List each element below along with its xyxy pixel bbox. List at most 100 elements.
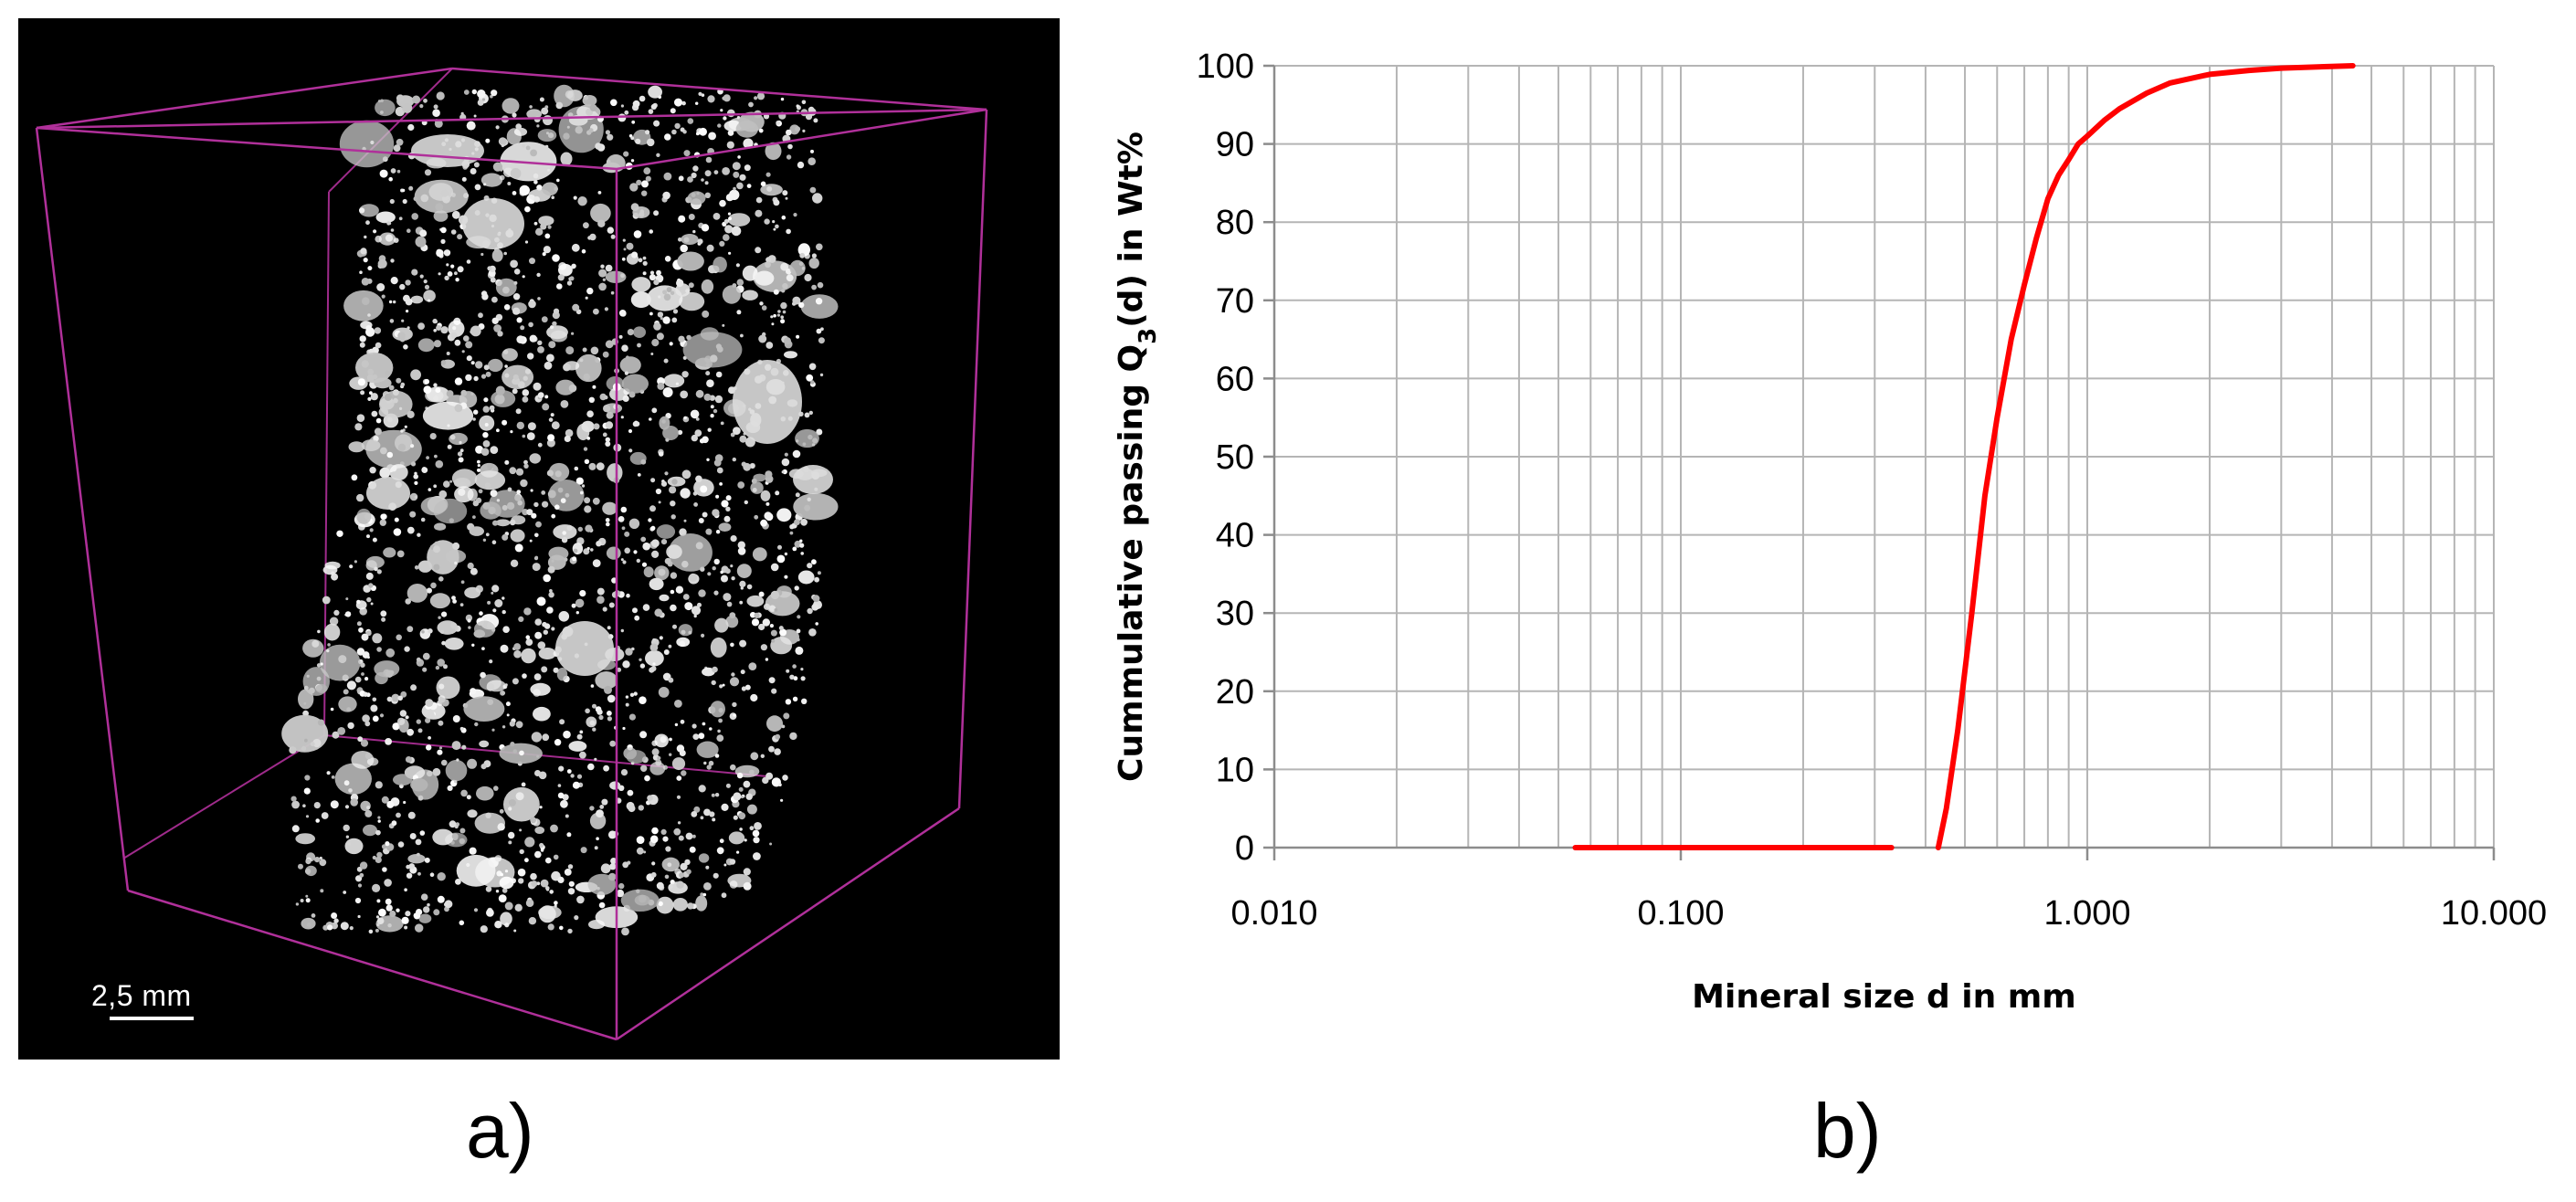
rock-speck <box>470 392 474 395</box>
rock-speck <box>359 861 368 870</box>
rock-speck <box>749 769 755 775</box>
rock-speck <box>638 805 644 811</box>
rock-speck <box>784 552 788 556</box>
rock-speck <box>705 371 711 376</box>
rock-speck <box>768 677 776 684</box>
rock-speck <box>491 317 499 324</box>
rock-speck <box>545 886 550 891</box>
rock-speck <box>690 409 700 419</box>
rock-speck <box>546 353 554 363</box>
box-edge <box>957 109 988 809</box>
rock-speck <box>400 429 404 433</box>
rock-speck <box>733 815 738 820</box>
rock-speck <box>623 151 629 157</box>
rock-speck <box>550 325 554 330</box>
rock-speck <box>650 103 657 110</box>
rock-speck <box>487 266 492 271</box>
rock-speck <box>440 189 449 197</box>
rock-speck <box>657 755 661 761</box>
rock-grain <box>374 660 400 678</box>
rock-speck <box>380 447 387 455</box>
rock-speck <box>719 838 724 844</box>
box-edge <box>127 889 618 1041</box>
rock-speck <box>362 651 370 659</box>
rock-speck <box>674 722 679 727</box>
rock-speck <box>729 677 740 687</box>
rock-speck <box>556 178 560 183</box>
rock-speck <box>435 459 444 469</box>
rock-grain <box>808 258 819 269</box>
rock-speck <box>560 498 566 503</box>
box-edge <box>36 126 618 171</box>
rock-speck <box>487 600 491 605</box>
rock-speck <box>410 461 417 467</box>
rock-speck <box>327 924 333 931</box>
rock-grain <box>319 644 361 681</box>
rock-grain <box>428 183 454 201</box>
rock-speck <box>664 133 671 141</box>
rock-speck <box>521 782 526 787</box>
rock-speck <box>554 504 560 510</box>
rock-speck <box>713 872 719 879</box>
rock-speck <box>666 287 672 292</box>
y-tick-label: 80 <box>1216 204 1254 242</box>
rock-speck <box>523 463 529 469</box>
rock-speck <box>435 541 438 544</box>
rock-speck <box>534 618 542 626</box>
rock-speck <box>629 183 639 192</box>
rock-speck <box>819 373 824 377</box>
rock-speck <box>421 629 425 634</box>
rock-speck <box>589 233 596 241</box>
rock-speck <box>708 132 716 141</box>
rock-speck <box>727 109 735 118</box>
rock-speck <box>810 380 815 385</box>
rock-speck <box>653 279 660 286</box>
rock-speck <box>670 589 675 595</box>
rock-grain <box>469 689 485 699</box>
rock-speck <box>470 567 478 575</box>
rock-speck <box>443 480 450 488</box>
rock-speck <box>771 688 777 694</box>
rock-speck <box>689 573 698 582</box>
rock-speck <box>721 892 727 899</box>
rock-speck <box>627 329 635 336</box>
rock-speck <box>589 720 596 726</box>
rock-grain <box>417 560 432 573</box>
rock-speck <box>487 463 494 470</box>
rock-speck <box>562 531 566 535</box>
rock-speck <box>375 856 382 864</box>
rock-speck <box>789 674 795 680</box>
rock-speck <box>618 334 623 339</box>
rock-speck <box>802 129 806 132</box>
rock-grain <box>568 741 587 752</box>
rock-speck <box>466 121 476 131</box>
rock-grain <box>663 374 685 388</box>
chart-grid <box>1273 65 2495 849</box>
rock-speck <box>321 812 329 819</box>
rock-speck <box>723 863 727 867</box>
rock-speck <box>359 335 366 343</box>
rock-speck <box>450 622 458 629</box>
rock-speck <box>554 901 558 905</box>
rock-speck <box>800 552 804 555</box>
rock-speck <box>291 800 300 809</box>
rock-speck <box>543 629 548 635</box>
rock-speck <box>485 886 492 892</box>
rock-speck <box>703 393 712 401</box>
panel-label-b: b) <box>1813 1088 1882 1174</box>
rock-speck <box>631 251 639 258</box>
rock-speck <box>618 882 625 890</box>
rock-speck <box>632 100 640 108</box>
rock-grain <box>393 774 413 786</box>
rock-speck <box>744 838 747 842</box>
rock-speck <box>406 410 415 418</box>
rock-speck <box>739 174 746 181</box>
rock-speck <box>672 624 677 629</box>
rock-speck <box>478 489 483 494</box>
rock-speck <box>596 587 605 596</box>
rock-speck <box>501 725 506 729</box>
rock-speck <box>723 218 730 224</box>
y-axis-title-main: Cummulative passing Q <box>1113 344 1150 782</box>
rock-speck <box>804 273 812 282</box>
rock-grain <box>538 648 556 659</box>
